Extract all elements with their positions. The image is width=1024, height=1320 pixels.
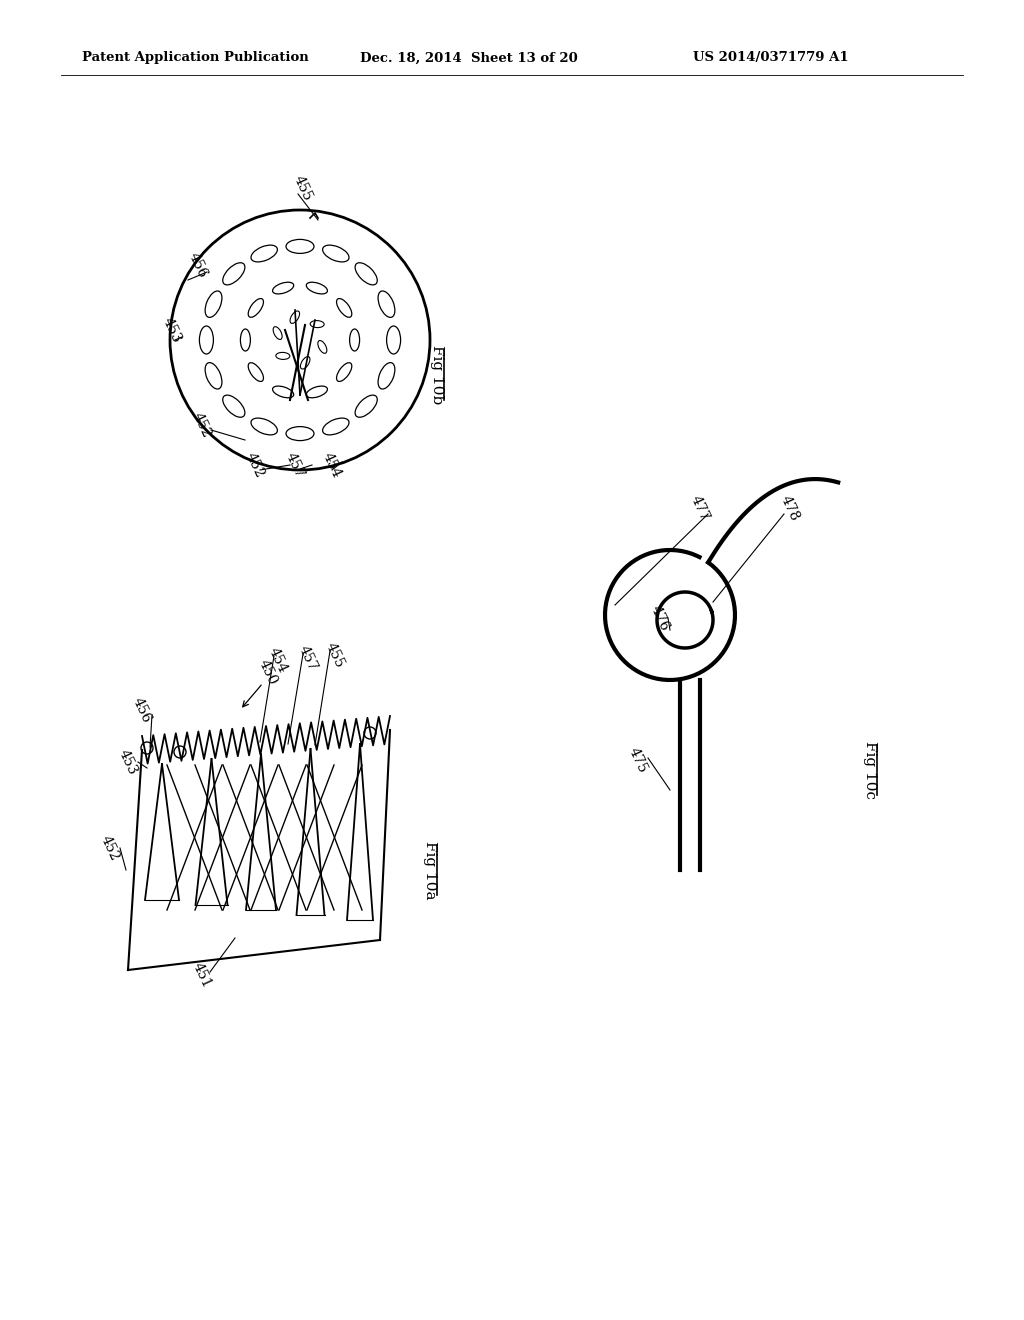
Text: Fig 10c: Fig 10c — [863, 741, 877, 799]
Text: 457: 457 — [283, 450, 307, 480]
Text: 452: 452 — [98, 833, 122, 863]
Text: Dec. 18, 2014  Sheet 13 of 20: Dec. 18, 2014 Sheet 13 of 20 — [360, 51, 578, 65]
Text: 452: 452 — [243, 450, 267, 480]
Text: 453: 453 — [116, 747, 140, 777]
Text: 455: 455 — [291, 173, 315, 203]
Text: 457: 457 — [296, 643, 319, 673]
Text: 477: 477 — [688, 492, 712, 523]
Text: US 2014/0371779 A1: US 2014/0371779 A1 — [693, 51, 849, 65]
Text: 450: 450 — [256, 657, 280, 686]
Text: Patent Application Publication: Patent Application Publication — [82, 51, 309, 65]
Text: 455: 455 — [324, 640, 347, 671]
Text: 452: 452 — [190, 411, 214, 440]
Text: 476: 476 — [648, 603, 672, 634]
Text: Fig 10b: Fig 10b — [430, 346, 444, 405]
Text: 454: 454 — [321, 450, 344, 480]
Text: 456: 456 — [186, 249, 210, 280]
Text: 478: 478 — [778, 494, 802, 523]
Text: 453: 453 — [160, 315, 184, 345]
Text: 456: 456 — [130, 696, 154, 725]
Text: Fig 10a: Fig 10a — [423, 841, 437, 899]
Text: 454: 454 — [266, 645, 290, 675]
Text: 475: 475 — [626, 744, 650, 775]
Text: 451: 451 — [190, 960, 214, 990]
